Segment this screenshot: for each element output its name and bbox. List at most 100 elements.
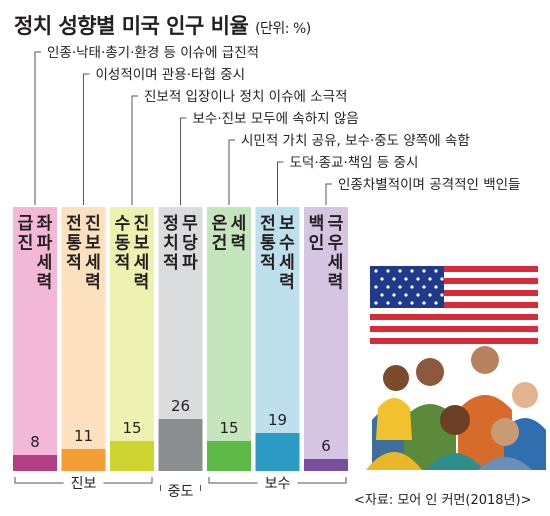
category-label-char: 보 — [85, 234, 101, 254]
leader-line — [228, 139, 235, 205]
bar-value-fill — [304, 459, 348, 471]
unit-label: (단위: %) — [255, 21, 311, 37]
category-label-char: 보 — [134, 234, 150, 254]
category-label-char: 력 — [134, 273, 150, 293]
bar-background — [110, 207, 154, 471]
bar-value-fill — [255, 433, 300, 471]
group-label: 중도 — [168, 484, 194, 500]
chart-title: 정치 성향별 미국 인구 비율 (단위: %) — [14, 10, 311, 40]
bracket-line — [208, 477, 347, 484]
bracket-line — [160, 485, 201, 491]
category-label-char: 적 — [260, 253, 276, 273]
bar-background — [255, 207, 300, 471]
bar-background — [13, 207, 57, 471]
category-label-char: 정 — [163, 214, 179, 234]
value-label: 26 — [171, 397, 190, 415]
category-label-char: 파 — [37, 234, 53, 254]
category-description: 인종차별적이며 공격적인 백인들 — [338, 177, 520, 193]
bar-value-fill — [110, 441, 154, 471]
category-label-char: 세 — [85, 253, 101, 273]
category-label-char: 보 — [279, 214, 295, 234]
leader-line — [180, 117, 187, 205]
category-label-char: 급 — [18, 214, 34, 234]
bracket-line — [14, 477, 153, 484]
category-label-char: 세 — [37, 253, 53, 273]
category-label-char: 세 — [134, 253, 150, 273]
value-label: 11 — [74, 427, 93, 445]
group-bracket: 진보 — [14, 476, 153, 492]
category-label-char: 진 — [134, 214, 150, 234]
bar-value-fill — [207, 441, 251, 471]
bar-background — [304, 207, 348, 471]
category-description: 인종·낙태·총기·환경 등 이슈에 급진적 — [47, 45, 259, 61]
category-label-char: 치 — [163, 234, 179, 254]
category-label-char: 적 — [66, 253, 82, 273]
category-label-char: 온 — [212, 214, 228, 234]
leader-line — [277, 161, 284, 205]
category-label-char: 파 — [182, 253, 198, 273]
category-label-char: 세 — [328, 253, 344, 273]
category-label-char: 진 — [85, 214, 101, 234]
us-flag-illustration — [370, 266, 538, 344]
group-label: 진보 — [71, 476, 97, 492]
bar-value-fill — [158, 419, 203, 471]
category-label-char: 우 — [328, 234, 344, 254]
category-label-char: 적 — [115, 253, 131, 273]
value-label: 15 — [122, 419, 141, 437]
category-label-char: 좌 — [37, 214, 53, 234]
category-label-char: 진 — [18, 234, 34, 254]
category-label-char: 무 — [182, 214, 198, 234]
group-label: 보수 — [265, 476, 291, 492]
category-label-char: 인 — [309, 234, 325, 254]
category-label-char: 동 — [115, 234, 131, 254]
category-label-char: 력 — [231, 234, 247, 254]
value-label: 6 — [321, 437, 331, 455]
source-note: <자료: 모어 인 커먼(2018년)> — [354, 493, 531, 508]
category-description: 진보적 입장이나 정치 이슈에 소극적 — [144, 89, 347, 105]
category-description: 시민적 가치 공유, 보수·중도 양쪽에 속함 — [241, 133, 470, 149]
category-label-char: 력 — [85, 273, 101, 293]
category-label-char: 통 — [260, 234, 276, 254]
title-text: 정치 성향별 미국 인구 비율 — [14, 14, 249, 38]
category-label-char: 극 — [328, 214, 344, 234]
value-label: 15 — [219, 419, 238, 437]
category-label-char: 적 — [163, 253, 179, 273]
category-label-char: 당 — [182, 234, 198, 254]
category-description: 이성적이며 관용·타협 중시 — [96, 67, 246, 83]
category-label-char: 수 — [115, 214, 131, 234]
leader-line — [131, 95, 138, 205]
category-description: 보수·진보 모두에 속하지 않음 — [193, 111, 359, 127]
value-label: 19 — [268, 411, 287, 429]
category-label-char: 전 — [260, 214, 276, 234]
category-label-char: 세 — [231, 214, 247, 234]
category-label-char: 통 — [66, 234, 82, 254]
category-label-char: 수 — [279, 234, 295, 254]
category-label-char: 력 — [279, 273, 295, 293]
bar-value-fill — [61, 449, 106, 471]
category-description: 도덕·종교·책임 등 중시 — [290, 155, 419, 171]
bar-background — [207, 207, 251, 471]
group-bracket: 중도 — [160, 484, 201, 500]
bar-background — [61, 207, 106, 471]
leader-line — [83, 73, 90, 205]
group-bracket: 보수 — [208, 476, 347, 492]
category-label-char: 세 — [279, 253, 295, 273]
people-illustration — [366, 346, 546, 470]
leader-line — [34, 51, 41, 205]
category-label-char: 력 — [328, 273, 344, 293]
bar-value-fill — [13, 455, 57, 471]
category-label-char: 력 — [37, 273, 53, 293]
category-label-char: 건 — [212, 234, 228, 254]
leader-line — [325, 183, 332, 205]
value-label: 8 — [30, 433, 40, 451]
category-label-char: 백 — [309, 214, 325, 234]
category-label-char: 전 — [66, 214, 82, 234]
